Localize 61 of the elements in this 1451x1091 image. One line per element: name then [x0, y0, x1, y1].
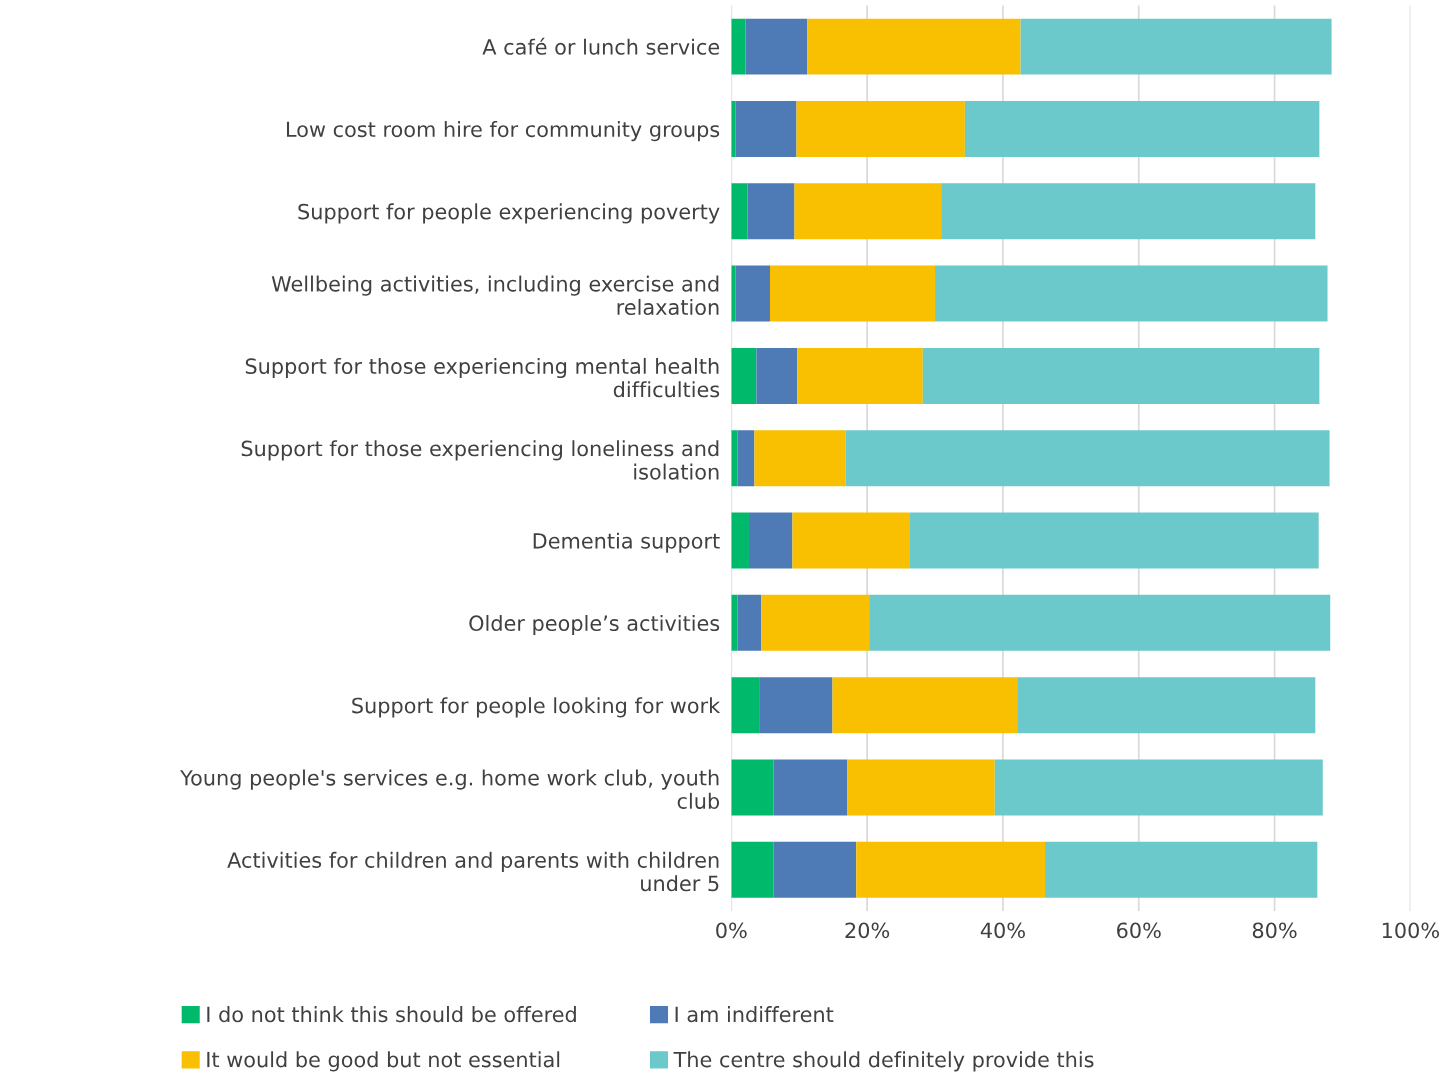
bar [807, 18, 1021, 75]
y-tick-label: Activities for children and parents with children under 5 [227, 851, 719, 892]
y-tick-label: A café or lunch service [482, 37, 720, 55]
bar [735, 265, 771, 322]
y-tick-label: Support for people looking for work [352, 697, 721, 718]
y-tick-label: Low cost room hire for community groups [286, 121, 720, 142]
y-tick-label: Support for those experiencing mental health difficulties [245, 357, 720, 398]
bar [761, 594, 870, 651]
y-tick-label: Young people's services e.g. home work club, youth club [180, 769, 720, 809]
x-tick-label: 60% [1117, 922, 1161, 939]
bar [731, 759, 774, 816]
bar [792, 512, 910, 569]
x-tick-label: 100% [1382, 922, 1439, 939]
bar [797, 347, 923, 404]
bar [847, 759, 995, 816]
bar [796, 100, 965, 157]
bar [737, 430, 755, 487]
y-tick-label: Support for those experiencing loneliness and isolation [241, 440, 719, 480]
bar [773, 841, 857, 898]
y-tick-label: Support for people experiencing poverty [298, 203, 720, 224]
bar [941, 183, 1316, 240]
bar [756, 347, 798, 404]
bar [935, 265, 1328, 322]
y-tick-label: Wellbeing activities, including exercise and relaxation [271, 275, 719, 316]
bar [731, 18, 746, 75]
legend-label: I am indifferent [675, 1006, 834, 1023]
bar [869, 594, 1331, 651]
bar [856, 841, 1046, 898]
y-tick-label: Dementia support [533, 532, 720, 553]
x-tick-label: 40% [980, 922, 1025, 939]
bar [754, 430, 846, 487]
bar [770, 265, 936, 322]
bar [745, 18, 808, 75]
y-tick-label: Older people’s activities [469, 614, 720, 636]
bar [737, 594, 762, 651]
legend-label: It would be good but not essential [207, 1051, 560, 1072]
x-tick-label: 80% [1252, 922, 1297, 939]
bar [731, 347, 757, 404]
bar [994, 759, 1323, 816]
legend-label: I do not think this should be offered [207, 1006, 576, 1023]
bar [964, 100, 1320, 157]
bar [1017, 677, 1316, 734]
x-tick-label: 20% [845, 922, 890, 939]
bar [735, 100, 797, 157]
x-tick-label: 0% [716, 922, 747, 939]
bar [1045, 841, 1318, 898]
bar [832, 677, 1018, 734]
bar [922, 347, 1320, 404]
bar [731, 677, 760, 734]
bar [731, 841, 774, 898]
bar [773, 759, 848, 816]
bar [909, 512, 1319, 569]
legend-label: The centre should definitely provide this [673, 1051, 1094, 1072]
bar [759, 677, 833, 734]
bar [731, 512, 749, 569]
bar [731, 183, 748, 240]
bar [748, 512, 793, 569]
bar [845, 430, 1330, 487]
bar [1020, 18, 1332, 75]
bar [747, 183, 795, 240]
bar [794, 183, 942, 240]
